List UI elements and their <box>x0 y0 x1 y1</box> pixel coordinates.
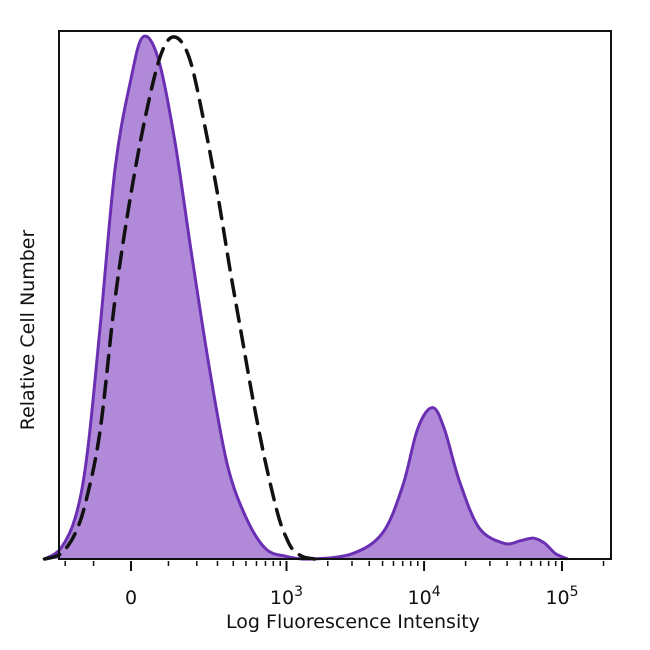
series-0-outline <box>43 34 569 561</box>
series-0-fill <box>44 36 568 560</box>
ticks-layer <box>64 561 605 571</box>
x-tick-label: 105 <box>545 584 578 609</box>
plot-frame <box>58 30 612 560</box>
series-1-dashed-line <box>42 35 317 561</box>
tick-labels-layer: 0 103 104 105 <box>125 584 579 609</box>
y-axis-label: Relative Cell Number <box>17 230 39 431</box>
x-tick-label: 104 <box>408 584 441 609</box>
x-axis-label: Log Fluorescence Intensity <box>226 611 480 633</box>
series-layer <box>42 34 569 561</box>
x-tick-label: 103 <box>270 584 303 609</box>
x-tick-label: 0 <box>125 587 137 609</box>
